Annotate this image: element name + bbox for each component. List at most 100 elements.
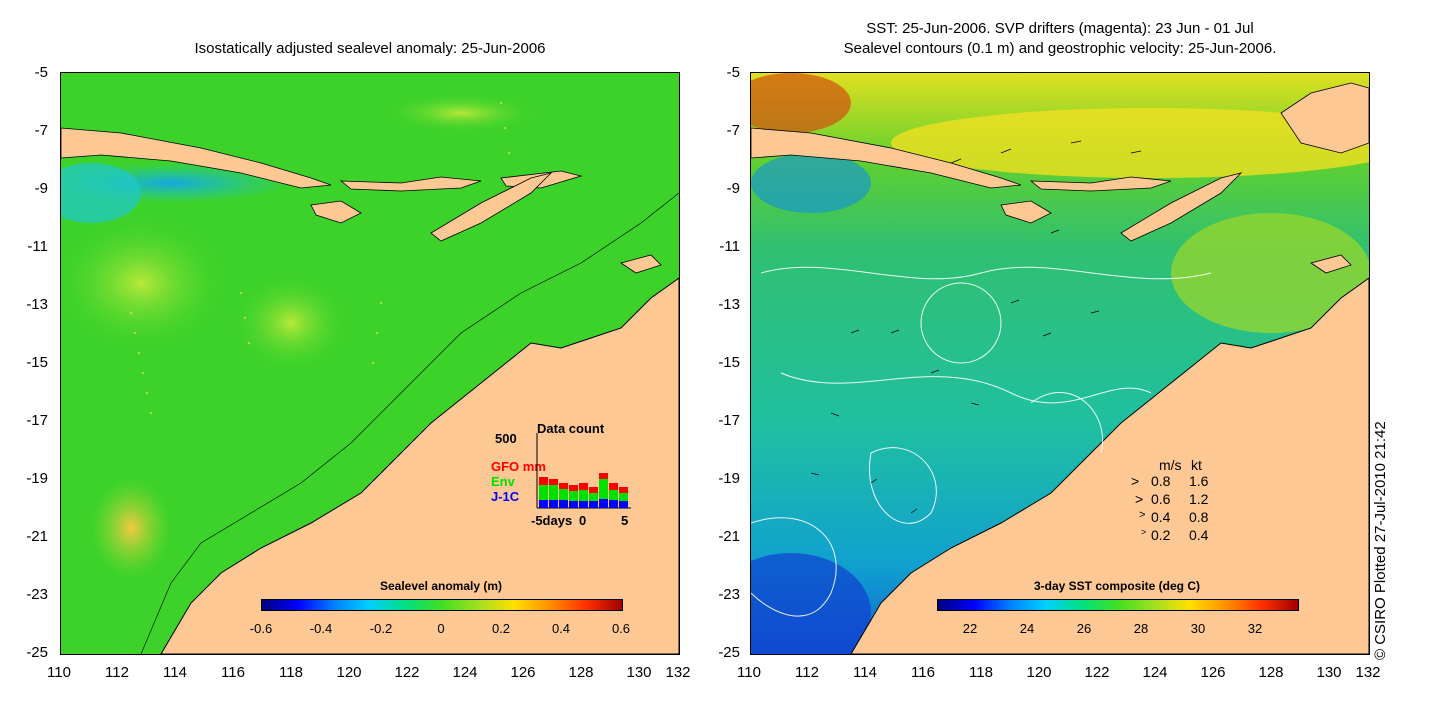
left-map-svg [61,73,679,654]
left-cbar-tick-1: -0.4 [309,621,333,636]
right-x-label: 112 [795,664,819,681]
data-count-title: Data count [537,421,605,436]
left-x-label: 114 [163,664,187,681]
legend-kt-value: 1.2 [1189,491,1209,507]
left-cbar-tick-0: -0.6 [249,621,273,636]
left-x-label: 116 [221,664,245,681]
left-y-label: -7 [34,122,48,139]
left-cbar-tick-2: -0.2 [369,621,393,636]
right-y-label: -19 [718,470,740,487]
left-cbar-tick-3: 0 [437,621,445,636]
legend-ms-value: 0.4 [1151,509,1171,525]
timor-island [430,172,553,242]
legend-kt-value: 0.8 [1189,509,1209,525]
legend-gfo: GFO mm [491,459,546,474]
legend-arrow-icon: > [1135,491,1144,507]
left-y-label: -9 [34,180,48,197]
right-y-label: -13 [718,296,740,313]
left-panel-title: Isostatically adjusted sealevel anomaly:… [194,40,546,57]
left-colorbar [261,599,623,611]
legend-j1c: J-1C [491,489,520,504]
left-x-label: 110 [47,664,71,681]
legend-kt-value: 1.6 [1189,473,1209,489]
right-y-label: -21 [718,528,740,545]
left-y-label: -5 [34,64,48,81]
right-x-label: 128 [1258,664,1284,681]
right-cbar-tick-5: 32 [1247,621,1263,636]
left-cbar-tick-6: 0.6 [611,621,631,636]
data-count-inset: Data count 500 GFO mm Env J-1C -5days 0 … [491,421,631,531]
velocity-arrows [810,140,1142,514]
australia-landmass [160,277,679,654]
right-cbar-tick-2: 26 [1076,621,1092,636]
left-x-label: 130 [626,664,652,681]
left-y-label: -17 [26,412,48,429]
right-y-label: -5 [726,64,740,81]
left-x-label: 122 [394,664,420,681]
right-cbar-tick-1: 24 [1019,621,1035,636]
legend-ms-value: 0.6 [1151,491,1171,507]
left-x-label: 118 [279,664,303,681]
legend-header-kt: kt [1191,457,1202,473]
right-colorbar [937,599,1299,611]
legend-arrow-icon: > [1131,473,1140,489]
right-x-label: 110 [737,664,761,681]
legend-header-ms: m/s [1159,457,1182,473]
left-cbar-tick-4: 0.2 [491,621,511,636]
left-y-label: -15 [26,354,48,371]
left-x-label: 128 [568,664,594,681]
data-count-x-end: 5 [621,513,629,528]
right-y-label: -23 [718,586,740,603]
left-y-label: -11 [27,238,48,255]
sealevel-contours [751,266,1212,617]
data-count-bars [536,433,631,509]
left-x-label: 132 [665,664,691,681]
australia-landmass [850,277,1369,654]
left-y-label: -21 [26,528,48,545]
right-x-label: 122 [1084,664,1110,681]
right-x-label: 114 [853,664,877,681]
data-count-ymax: 500 [495,431,517,446]
bar-group [539,473,628,508]
left-cbar-tick-5: 0.4 [551,621,571,636]
left-x-label: 120 [336,664,362,681]
right-x-label: 126 [1200,664,1226,681]
right-cbar-tick-0: 22 [962,621,978,636]
left-y-label: -19 [26,470,48,487]
legend-ms-value: 0.8 [1151,473,1171,489]
legend-ms-value: 0.2 [1151,527,1171,543]
right-x-label: 120 [1026,664,1052,681]
left-colorbar-title: Sealevel anomaly (m) [379,579,503,593]
right-x-label: 116 [911,664,935,681]
left-x-label: 112 [105,664,129,681]
right-y-label: -25 [718,644,740,661]
legend-kt-value: 0.4 [1189,527,1209,543]
copyright-label: © CSIRO Plotted 27-Jul-2010 21:42 [1372,421,1389,660]
left-y-label: -13 [26,296,48,313]
left-y-label: -23 [26,586,48,603]
right-y-label: -15 [718,354,740,371]
right-cbar-tick-4: 30 [1190,621,1206,636]
right-panel-title-line1: SST: 25-Jun-2006. SVP drifters (magenta)… [866,20,1254,37]
legend-env: Env [491,474,515,489]
right-y-label: -9 [726,180,740,197]
right-x-label: 132 [1355,664,1381,681]
left-y-label: -25 [26,644,48,661]
right-panel-title-line2: Sealevel contours (0.1 m) and geostrophi… [843,40,1277,57]
left-x-label: 126 [510,664,536,681]
right-x-label: 124 [1142,664,1168,681]
right-x-label: 118 [969,664,993,681]
legend-arrow-icon: > [1141,527,1147,537]
right-y-label: -17 [718,412,740,429]
left-map: Data count 500 GFO mm Env J-1C -5days 0 … [60,72,680,655]
right-map-svg [751,73,1369,654]
left-x-label: 124 [452,664,478,681]
right-x-label: 130 [1316,664,1342,681]
right-map: m/s kt > 0.8 1.6 > 0.6 1.2 > 0.4 0.8 > 0… [750,72,1370,655]
velocity-legend: m/s kt > 0.8 1.6 > 0.6 1.2 > 0.4 0.8 > 0… [1131,457,1231,547]
right-colorbar-title: 3-day SST composite (deg C) [1033,579,1201,593]
data-count-x-start: -5days [531,513,573,528]
data-count-x-zero: 0 [579,513,587,528]
java-island [61,127,332,189]
right-y-label: -11 [719,238,740,255]
